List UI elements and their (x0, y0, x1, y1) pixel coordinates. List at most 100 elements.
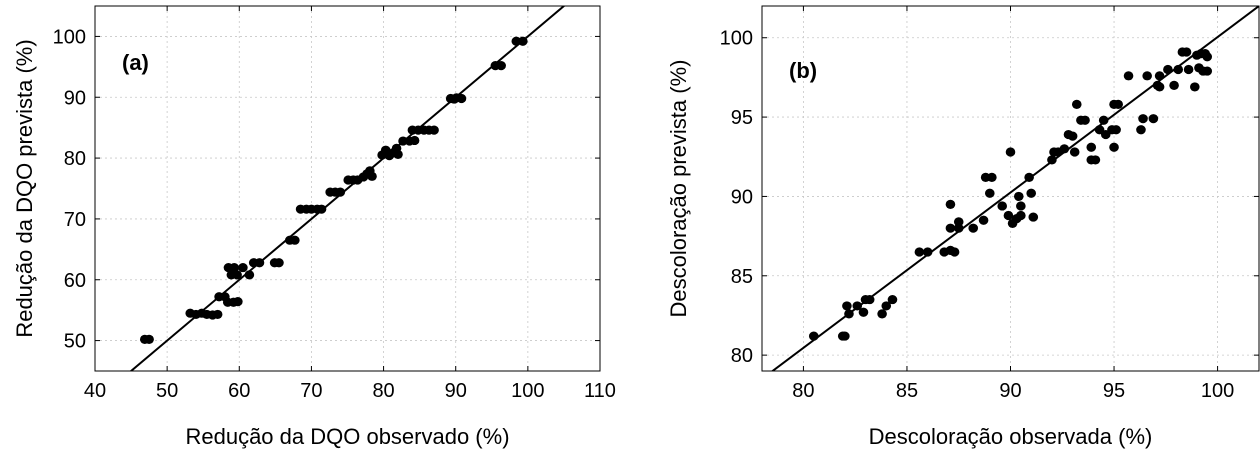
data-point (953, 217, 964, 227)
panel-b-y-axis-label: Descoloração prevista (%) (666, 60, 691, 318)
panel-a-label: (a) (122, 50, 149, 75)
data-point (393, 149, 403, 160)
x-tick-label: 60 (228, 380, 250, 402)
panel-b-label: (b) (789, 58, 817, 83)
data-point (367, 171, 377, 181)
data-point (456, 93, 467, 104)
data-point (244, 270, 255, 280)
data-point (987, 172, 997, 182)
data-point (1148, 114, 1159, 124)
data-point (1113, 99, 1123, 109)
data-point (997, 201, 1008, 211)
data-point (945, 199, 956, 209)
x-tick-label: 90 (999, 380, 1021, 402)
data-point (842, 301, 852, 311)
data-point (429, 125, 439, 135)
data-point (1086, 142, 1097, 152)
data-point (864, 294, 875, 305)
data-point (1202, 52, 1213, 62)
y-tick-label: 70 (64, 209, 86, 231)
x-tick-label: 95 (1103, 380, 1125, 402)
data-point (968, 223, 979, 233)
x-tick-label: 100 (511, 380, 544, 402)
data-point (877, 309, 887, 319)
y-tick-label: 80 (731, 345, 753, 367)
panel-b: 80 85 90 95 100 80 85 90 95 100 (b) Descoloração … (666, 5, 1260, 449)
data-point (316, 204, 327, 214)
x-tick-label: 100 (1201, 380, 1234, 402)
data-point (881, 301, 892, 311)
data-point (1016, 210, 1026, 221)
x-tick-label: 85 (896, 380, 918, 402)
data-point (1154, 71, 1165, 81)
data-point (922, 247, 933, 257)
x-tick-label: 70 (300, 380, 322, 402)
y-tick-label: 90 (64, 87, 86, 109)
x-tick-label: 110 (584, 380, 616, 402)
y-tick-label: 90 (731, 186, 753, 208)
data-point (1142, 71, 1152, 81)
data-point (1071, 99, 1082, 109)
data-point (978, 215, 989, 225)
data-point (984, 188, 995, 198)
x-tick-label: 40 (84, 380, 106, 402)
data-point (233, 297, 243, 307)
panel-b-ticks: 80 85 90 95 100 80 85 90 95 100 (720, 6, 1259, 402)
data-point (1138, 114, 1148, 124)
data-point (914, 247, 925, 257)
data-point (1028, 212, 1039, 222)
data-point (1069, 147, 1080, 157)
data-point (1123, 71, 1134, 81)
data-point (232, 270, 242, 280)
data-point (518, 36, 528, 46)
data-point (1005, 147, 1016, 157)
data-point (1013, 191, 1024, 202)
data-point (1183, 64, 1194, 75)
data-point (144, 334, 154, 344)
x-tick-label: 90 (445, 380, 467, 402)
data-point (1080, 115, 1090, 125)
data-point (1098, 115, 1109, 125)
panel-b-grid (762, 6, 1259, 371)
data-point (1202, 66, 1213, 76)
panel-a-fit (129, 6, 566, 371)
data-point (1169, 80, 1179, 90)
data-point (953, 223, 964, 233)
data-point (1090, 155, 1101, 165)
panel-a-ticks: 40 50 60 70 80 90 100 110 50 60 70 80 90 100 (53, 6, 616, 402)
fit-line (129, 6, 566, 371)
data-point (496, 61, 506, 71)
y-tick-label: 95 (731, 107, 753, 129)
y-tick-label: 80 (64, 148, 86, 170)
data-point (1190, 82, 1200, 92)
data-point (949, 247, 960, 257)
panel-a-plot-area (94, 5, 601, 372)
data-point (238, 262, 248, 273)
data-point (1024, 172, 1034, 182)
data-point (274, 258, 284, 268)
data-point (335, 187, 346, 197)
panel-a-points (139, 36, 528, 344)
data-point (1026, 188, 1037, 198)
y-tick-label: 60 (64, 270, 86, 292)
data-point (1109, 142, 1119, 152)
y-tick-label: 50 (64, 331, 86, 353)
data-point (1059, 144, 1070, 154)
data-point (1111, 125, 1121, 135)
y-tick-label: 100 (53, 26, 86, 48)
x-tick-label: 80 (372, 380, 394, 402)
data-point (409, 135, 420, 146)
x-tick-label: 80 (792, 380, 814, 402)
data-point (945, 223, 956, 233)
data-point (1136, 125, 1146, 135)
data-point (212, 309, 223, 320)
y-tick-label: 100 (720, 28, 753, 50)
data-point (887, 294, 898, 305)
data-point (1173, 64, 1184, 75)
panel-b-x-axis-label: Descoloração observada (%) (869, 424, 1153, 449)
data-point (1003, 210, 1014, 221)
data-point (1067, 131, 1078, 141)
data-point (229, 262, 240, 273)
data-point (254, 258, 265, 268)
